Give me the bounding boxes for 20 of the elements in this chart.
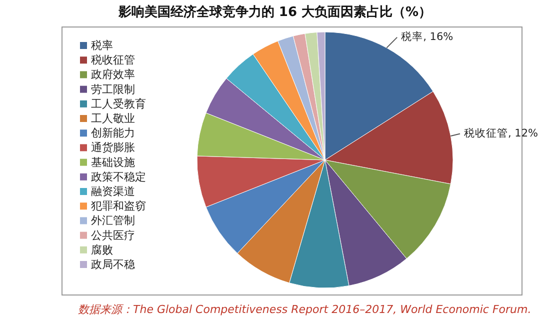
legend-label: 劳工限制 bbox=[91, 82, 135, 96]
legend-label: 腐败 bbox=[91, 243, 113, 256]
legend-label: 创新能力 bbox=[91, 126, 135, 140]
legend-label: 犯罪和盗窃 bbox=[91, 200, 146, 213]
chart-title: 影响美国经济全球竞争力的 16 大负面因素占比（%） bbox=[117, 4, 432, 20]
legend-label: 政府效率 bbox=[91, 68, 135, 82]
legend-label: 公共医疗 bbox=[91, 228, 135, 242]
legend-label: 通货膨胀 bbox=[91, 141, 135, 154]
legend-label: 工人敬业 bbox=[91, 112, 135, 126]
legend-label: 税率 bbox=[91, 39, 113, 52]
legend-label: 外汇管制 bbox=[91, 214, 135, 228]
data-label: 税率, 16% bbox=[401, 30, 454, 44]
source-note: 数据来源：The Global Competitiveness Report 2016–2017, World Economic Forum. bbox=[78, 303, 532, 316]
legend-label: 税收征管 bbox=[91, 54, 135, 67]
data-label: 税收征管, 12% bbox=[464, 126, 538, 140]
legend-label: 政策不稳定 bbox=[91, 170, 146, 184]
legend-label: 工人受教育 bbox=[91, 97, 146, 110]
legend-label: 政局不稳 bbox=[91, 258, 135, 272]
legend-label: 融资渠道 bbox=[91, 185, 135, 198]
legend-label: 基础设施 bbox=[91, 156, 135, 169]
